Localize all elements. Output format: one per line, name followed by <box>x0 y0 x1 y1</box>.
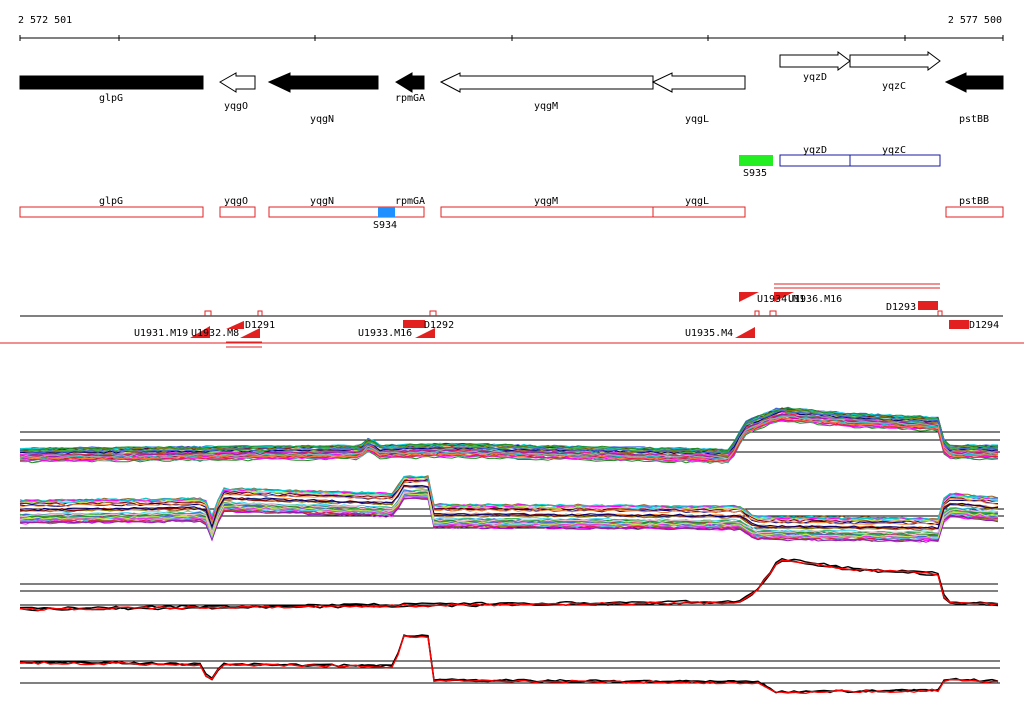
expression-trace <box>19 495 999 540</box>
gene-yqzC[interactable] <box>849 51 941 71</box>
gene-yqgL[interactable] <box>651 72 746 93</box>
gene-track: glpG yqgO yqgN rpmGA yqgM yqgL yqzD yqzC… <box>19 51 1004 125</box>
operon-label: yqzD <box>803 145 827 156</box>
gene-label: yqgN <box>310 114 334 125</box>
expression-trace <box>19 475 999 521</box>
transcript-label: yqgO <box>224 196 248 207</box>
site-S935[interactable] <box>739 155 773 166</box>
gene-yqzD[interactable] <box>779 51 851 71</box>
transcript-box-pstBB[interactable] <box>945 206 1004 218</box>
gene-yqgN[interactable] <box>267 72 379 93</box>
expression-trace <box>19 557 999 610</box>
transcript-label: glpG <box>99 196 123 207</box>
gene-glpG[interactable] <box>19 75 204 90</box>
gene-yqgM[interactable] <box>439 72 654 93</box>
probe-label: D1293 <box>886 302 916 313</box>
expression-trace <box>19 478 999 524</box>
transcript-box-yqgO[interactable] <box>219 206 256 218</box>
expression-trace <box>19 634 999 695</box>
gene-label: yqgO <box>224 101 248 112</box>
expression-trace <box>19 415 999 460</box>
transcript-box-yqgL[interactable] <box>652 206 746 218</box>
gene-rpmGA[interactable] <box>395 72 425 93</box>
operon-box-yqzD[interactable] <box>779 154 851 167</box>
tiling-track: U1931.M19 U1932.M8 D1291 U1933.M16 D1292… <box>0 283 1024 348</box>
gene-label: rpmGA <box>395 93 425 104</box>
expression-trace <box>19 494 999 540</box>
transcript-label: yqgL <box>685 196 709 207</box>
gene-label: yqzD <box>803 72 827 83</box>
transcript-box-glpG[interactable] <box>19 206 204 218</box>
expression-track-2 <box>19 475 1004 543</box>
operon-label: yqzC <box>882 145 906 156</box>
gene-label: yqgL <box>685 114 709 125</box>
transcript-label: pstBB <box>959 196 989 207</box>
probe-D1292[interactable] <box>415 328 435 338</box>
probe-U1933.M16[interactable] <box>403 320 425 328</box>
probe-label: D1291 <box>245 320 275 331</box>
probe-U1934.M1[interactable] <box>739 292 759 302</box>
transcript-box-yqgN[interactable] <box>268 206 425 218</box>
expression-track-4 <box>19 634 1000 695</box>
ruler-end-label: 2 577 500 <box>948 15 1002 26</box>
gene-yqgO[interactable] <box>219 72 256 93</box>
expression-track-3 <box>19 557 999 612</box>
gene-pstBB[interactable] <box>944 72 1004 93</box>
probe-U1935.M4[interactable] <box>735 327 755 338</box>
site-S934[interactable] <box>378 207 395 217</box>
expression-track-1 <box>19 406 1000 464</box>
probe-label: D1294 <box>969 320 999 331</box>
expression-trace <box>19 413 999 459</box>
expression-trace <box>19 408 999 452</box>
expression-trace <box>19 484 999 530</box>
expression-trace <box>19 489 999 535</box>
probe-label: U1932.M8 <box>191 328 239 339</box>
probe-label: U1936.M16 <box>788 294 842 305</box>
site-track: S935 yqzD yqzC <box>739 145 941 179</box>
expression-trace <box>19 480 999 526</box>
site-label: S935 <box>743 168 767 179</box>
expression-trace <box>19 559 999 612</box>
ruler: 2 572 501 2 577 500 <box>18 15 1004 41</box>
probe-label: U1935.M4 <box>685 328 733 339</box>
probe-D1291[interactable] <box>226 320 246 329</box>
expression-trace <box>19 492 999 539</box>
transcript-box-yqgM[interactable] <box>440 206 654 218</box>
operon-box-yqzC[interactable] <box>849 154 941 167</box>
probe-U1936.M16[interactable] <box>774 292 794 302</box>
probe-label: U1931.M19 <box>134 328 188 339</box>
gene-label: yqzC <box>882 81 906 92</box>
transcript-track: glpG yqgO yqgN rpmGA yqgM yqgL pstBB S93… <box>19 196 1004 231</box>
probe-label: U1934.M1 <box>757 294 805 305</box>
site-label: S934 <box>373 220 397 231</box>
expression-trace <box>19 475 999 521</box>
expression-trace <box>19 416 999 462</box>
transcript-label: rpmGA <box>395 196 425 207</box>
transcript-label: yqgN <box>310 196 334 207</box>
gene-label: yqgM <box>534 101 558 112</box>
expression-trace <box>19 410 999 455</box>
gene-label: pstBB <box>959 114 989 125</box>
probe-D1293[interactable] <box>918 301 938 310</box>
probe-D1294[interactable] <box>949 320 969 329</box>
probe-label: D1292 <box>424 320 454 331</box>
probe-U1931.M19[interactable] <box>190 326 210 338</box>
ruler-start-label: 2 572 501 <box>18 15 72 26</box>
expression-trace <box>19 489 999 535</box>
expression-trace <box>19 497 999 543</box>
gene-label: glpG <box>99 93 123 104</box>
transcript-label: yqgM <box>534 196 558 207</box>
probe-U1932.M8-tri <box>240 328 260 338</box>
probe-label: U1933.M16 <box>358 328 412 339</box>
expression-trace <box>19 410 999 455</box>
